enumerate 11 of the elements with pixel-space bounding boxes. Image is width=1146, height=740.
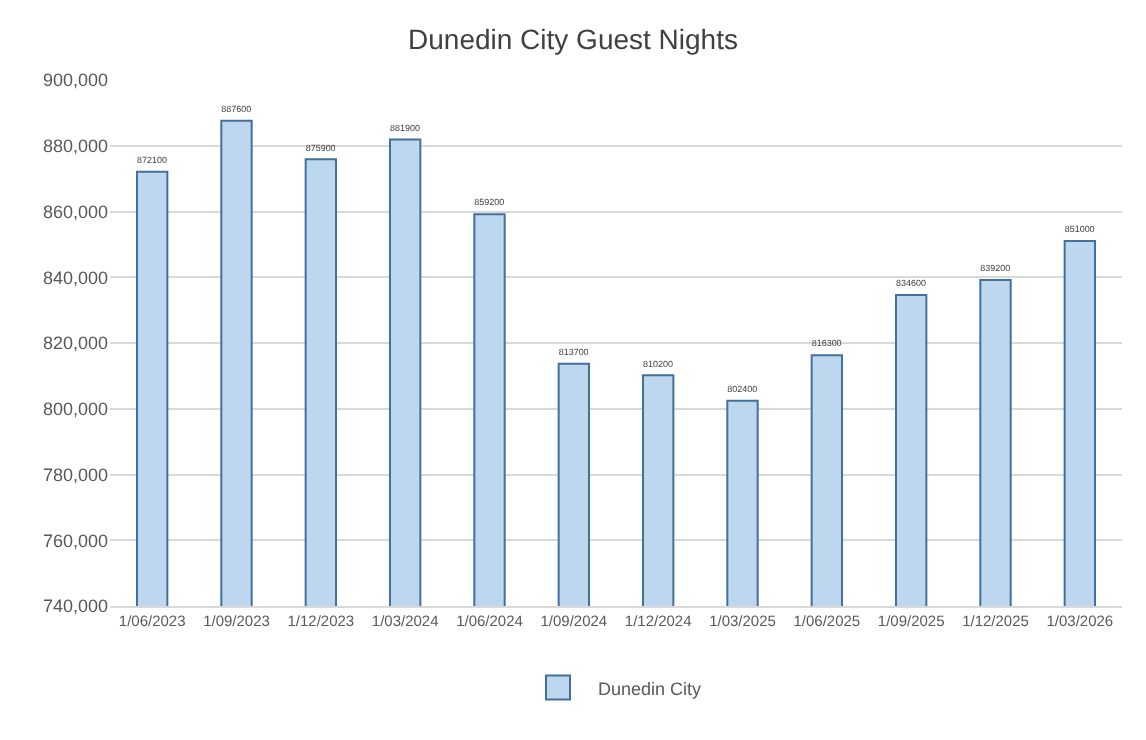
- chart-title: Dunedin City Guest Nights: [408, 23, 738, 56]
- y-tick-label: 820,000: [42, 333, 108, 354]
- y-tick-label: 740,000: [42, 596, 108, 617]
- y-tick-label: 760,000: [42, 530, 108, 551]
- y-tick-label: 880,000: [42, 136, 108, 157]
- y-tick-label: 900,000: [42, 70, 108, 91]
- legend-label: Dunedin City: [598, 678, 703, 699]
- y-tick-label: 840,000: [42, 267, 108, 288]
- y-tick-label: 780,000: [42, 464, 108, 485]
- y-tick-label: 800,000: [42, 399, 108, 420]
- y-tick-label: 860,000: [42, 201, 108, 222]
